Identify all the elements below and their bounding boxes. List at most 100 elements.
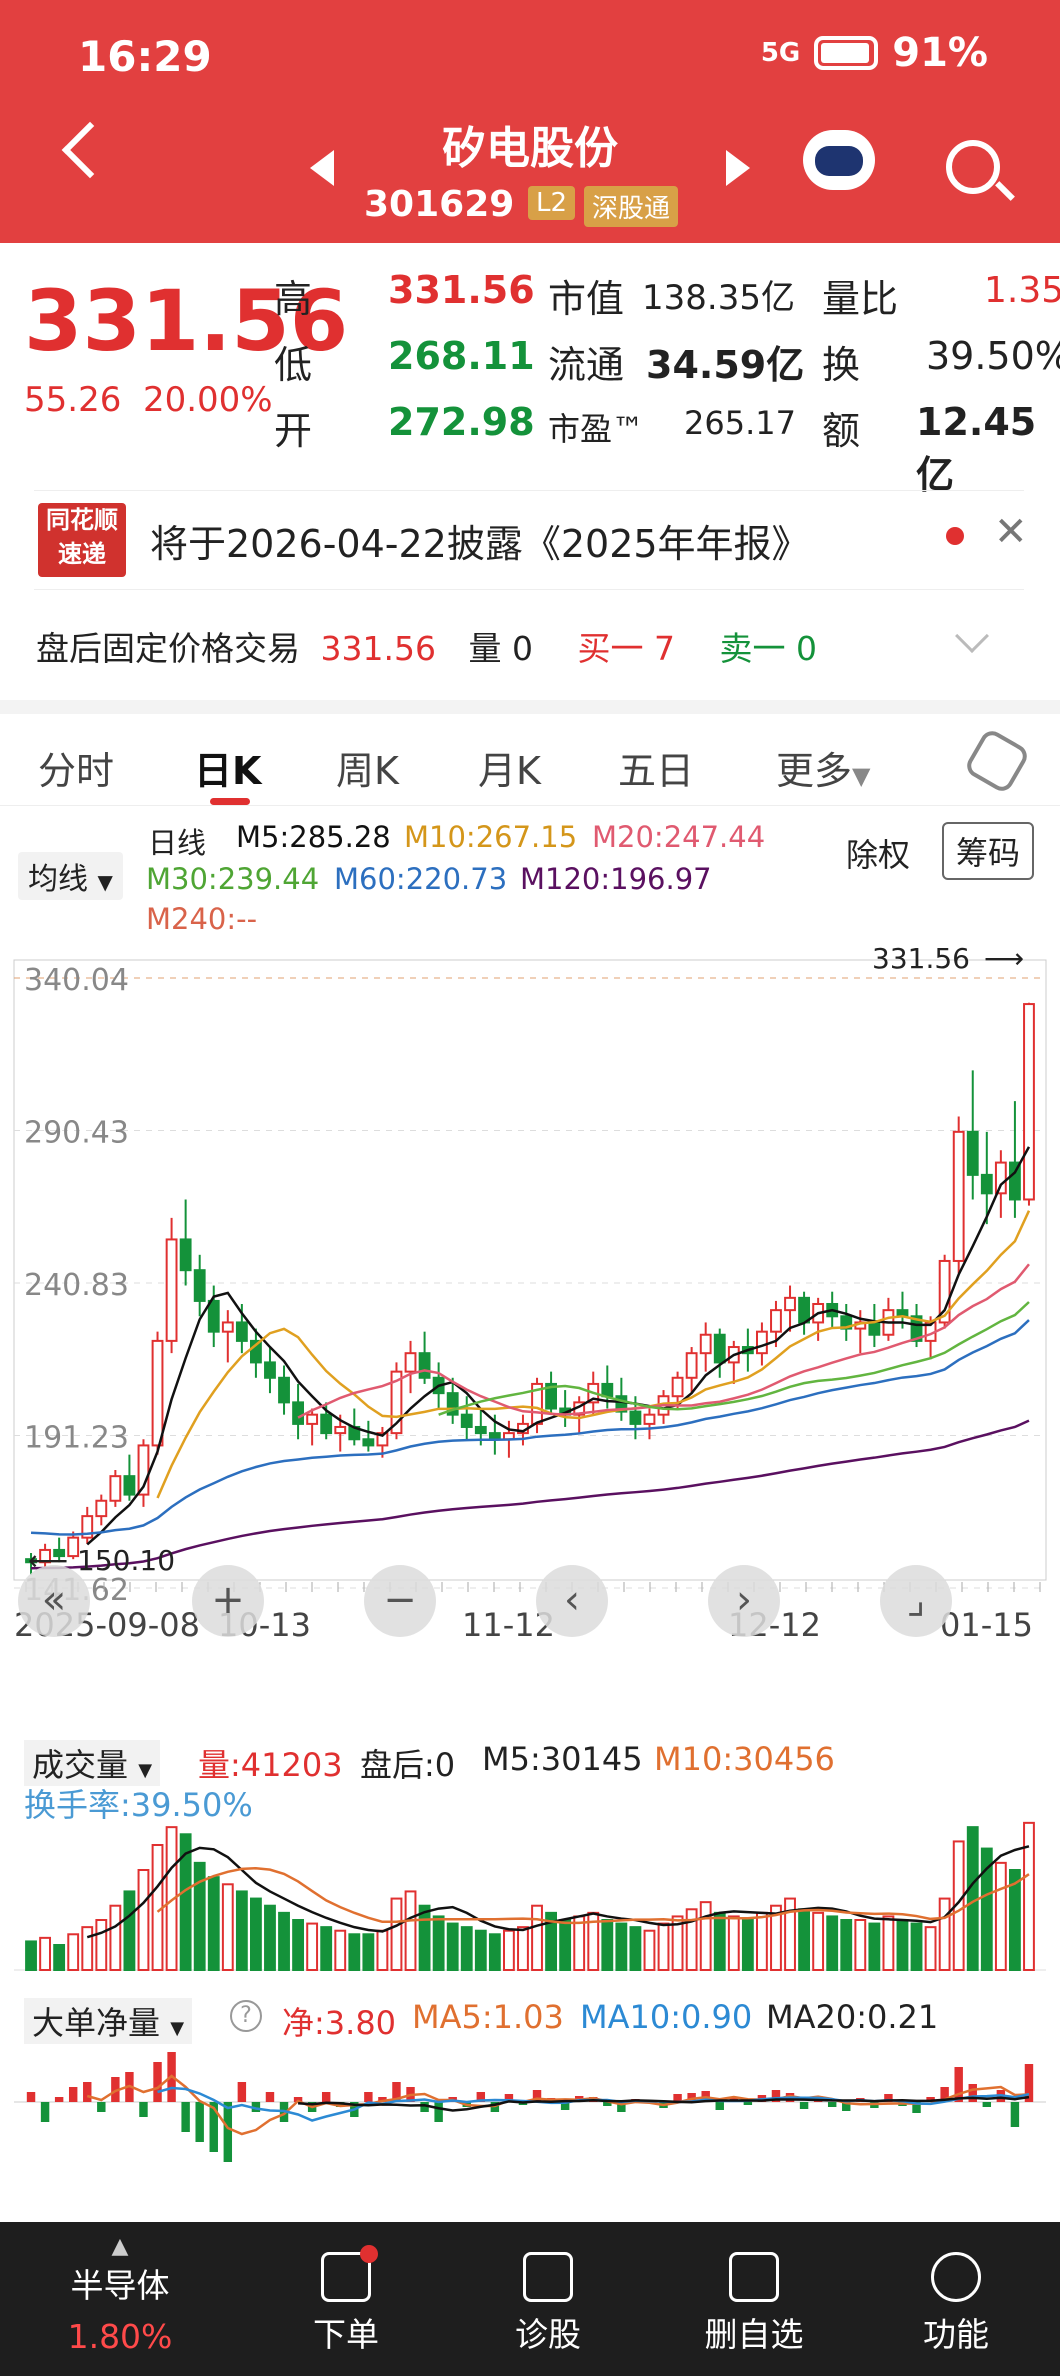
- function-button[interactable]: 功能: [896, 2252, 1016, 2356]
- volume-after: 盘后:0: [360, 1746, 456, 1784]
- caret-up-icon: ▲: [111, 2234, 129, 2259]
- fullscreen-button[interactable]: ⌟: [880, 1565, 952, 1637]
- tab-fiveday[interactable]: 五日: [618, 749, 695, 793]
- flow-bar: [673, 2094, 682, 2102]
- sector-button[interactable]: ▲ 半导体 1.80%: [40, 2234, 200, 2356]
- volume-bar: [727, 1915, 740, 1972]
- candle-body: [67, 1536, 80, 1558]
- flow-bar: [223, 2102, 233, 2162]
- volume-bar: [137, 1869, 150, 1971]
- candle-body: [362, 1438, 375, 1447]
- float-label: 流通: [548, 343, 625, 387]
- flow-bar: [799, 2102, 809, 2109]
- order-button[interactable]: 下单: [286, 2245, 406, 2356]
- volume-bar: [784, 1897, 796, 1971]
- candle-body: [123, 1475, 136, 1496]
- remove-watchlist-button[interactable]: 删自选: [684, 2252, 824, 2356]
- rewind-button[interactable]: «: [18, 1565, 90, 1637]
- candle-body: [615, 1395, 628, 1413]
- adjust-button[interactable]: 除权: [846, 836, 911, 874]
- chip-button[interactable]: 筹码: [942, 822, 1035, 880]
- assistant-robot-icon[interactable]: [803, 130, 875, 190]
- caret-down-icon: ▼: [852, 762, 871, 790]
- next-stock-icon[interactable]: [726, 150, 750, 186]
- stock-name: 矽电股份: [442, 123, 618, 174]
- volume-bar: [278, 1911, 290, 1971]
- flow-dropdown[interactable]: 大单净量 ▼: [24, 1998, 193, 2044]
- volume-bar: [404, 1890, 417, 1971]
- volume-m10: M10:30456: [654, 1740, 835, 1778]
- tab-more[interactable]: 更多▼: [776, 740, 870, 795]
- flow-bar: [54, 2097, 64, 2102]
- function-label: 功能: [923, 2315, 989, 2354]
- candle-body: [320, 1413, 333, 1435]
- volume-bar: [741, 1919, 754, 1971]
- period-tabs: 分时 日K 周K 月K 五日 更多▼: [0, 714, 1060, 806]
- caret-down-icon: ▼: [97, 870, 113, 894]
- tab-weekly[interactable]: 周K: [336, 749, 399, 793]
- candle-body: [193, 1269, 206, 1302]
- y-tick-label: 191.23: [24, 1420, 129, 1455]
- ma20-line: [297, 1263, 1030, 1419]
- zoom-in-button[interactable]: +: [192, 1565, 264, 1637]
- candle-body: [235, 1321, 248, 1342]
- tab-daily[interactable]: 日K: [194, 740, 261, 805]
- candle-body: [601, 1382, 614, 1398]
- candle-body: [446, 1392, 459, 1416]
- volume-bar: [798, 1908, 811, 1971]
- volume-bar: [306, 1922, 319, 1971]
- tab-more-label: 更多: [776, 749, 853, 793]
- minus-box-icon: [729, 2252, 779, 2302]
- prev-stock-icon[interactable]: [310, 150, 334, 186]
- flow-bar: [434, 2102, 443, 2122]
- volume-bar: [531, 1904, 543, 1971]
- volume-bar: [545, 1911, 558, 1971]
- flow-bar: [364, 2092, 373, 2102]
- zoom-out-button[interactable]: −: [364, 1565, 436, 1637]
- afterhours-row[interactable]: 盘后固定价格交易 331.56 量 0 买一 7 卖一 0: [36, 622, 817, 670]
- flow-bar: [251, 2102, 261, 2112]
- afterhours-vol: 量 0: [468, 629, 533, 668]
- signal-icon: 5G: [760, 38, 801, 68]
- tab-monthly[interactable]: 月K: [478, 749, 541, 793]
- search-icon[interactable]: [946, 140, 1000, 194]
- y-tick-label: 340.04: [24, 963, 129, 998]
- flow-bar: [83, 2082, 92, 2102]
- close-icon[interactable]: ✕: [994, 509, 1028, 555]
- volume-bar: [348, 1933, 361, 1972]
- diagnose-button[interactable]: 诊股: [488, 2252, 608, 2356]
- notice-banner[interactable]: 同花顺 速递 将于2026-04-22披露《2025年年报》 ✕: [34, 490, 1028, 590]
- volume-bar: [1023, 1821, 1035, 1971]
- volume-bar: [812, 1911, 825, 1971]
- scroll-right-button[interactable]: ›: [708, 1565, 780, 1637]
- back-icon[interactable]: [61, 121, 119, 179]
- candle-body: [671, 1376, 684, 1398]
- ma10-line: [156, 1210, 1031, 1499]
- settings-hex-icon[interactable]: [962, 726, 1032, 796]
- help-icon[interactable]: ?: [230, 2000, 262, 2032]
- last-price: 331.56: [24, 272, 349, 370]
- volume-bar: [601, 1919, 614, 1971]
- candle-body: [798, 1296, 811, 1324]
- candle-body: [151, 1339, 164, 1447]
- volume-bar: [643, 1929, 656, 1971]
- candle-body: [334, 1425, 347, 1435]
- status-time: 16:29: [78, 32, 212, 81]
- flow-bar: [687, 2093, 696, 2102]
- volume-bar: [165, 1826, 178, 1972]
- order-icon: [321, 2245, 378, 2302]
- indicator-dropdown[interactable]: 均线 ▼: [18, 852, 123, 900]
- price-change: 55.26 20.00%: [24, 380, 273, 420]
- flow-bar: [982, 2102, 992, 2107]
- flow-bar: [560, 2102, 570, 2110]
- chevron-down-icon[interactable]: [955, 619, 989, 653]
- volume-dropdown[interactable]: 成交量 ▼: [24, 1740, 161, 1786]
- scroll-left-button[interactable]: ‹: [536, 1565, 608, 1637]
- battery-level: 91%: [892, 30, 988, 76]
- afterhours-buy: 买一 7: [577, 629, 675, 668]
- arrow-right-icon: ⟶: [984, 942, 1024, 975]
- tab-intraday[interactable]: 分时: [38, 749, 115, 793]
- flow-bar: [195, 2102, 204, 2142]
- candle-body: [966, 1130, 979, 1176]
